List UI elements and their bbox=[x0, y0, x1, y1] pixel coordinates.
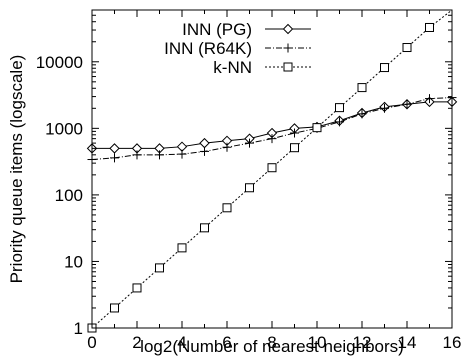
legend-label: k-NN bbox=[213, 58, 252, 77]
square-marker bbox=[380, 63, 389, 73]
square-marker bbox=[245, 183, 254, 193]
x-tick-label: 8 bbox=[267, 333, 276, 352]
y-axis-label: Priority queue items (logscale) bbox=[7, 55, 26, 284]
square-marker bbox=[155, 263, 164, 273]
plus-marker bbox=[357, 109, 367, 119]
x-tick-label: 14 bbox=[398, 333, 417, 352]
x-tick-label: 10 bbox=[308, 333, 327, 352]
plus-marker bbox=[290, 128, 299, 138]
tick-labels-layer: 0 2 4 6 8 10 12 14 16 1 10 100 1000 10000 bbox=[36, 53, 462, 352]
diamond-marker bbox=[109, 143, 120, 154]
square-marker bbox=[132, 283, 142, 293]
x-tick-label: 16 bbox=[443, 333, 462, 352]
x-tick-label: 6 bbox=[222, 333, 231, 352]
plus-marker bbox=[425, 94, 434, 104]
y-tick-label: 1 bbox=[74, 319, 83, 338]
legend-item: k-NN bbox=[213, 58, 311, 77]
legend-item: INN (PG) bbox=[182, 20, 311, 39]
x-tick-label: 4 bbox=[177, 333, 186, 352]
square-marker bbox=[177, 243, 187, 253]
square-marker bbox=[110, 303, 119, 313]
square-marker bbox=[200, 223, 209, 233]
legend-label: INN (PG) bbox=[182, 20, 252, 39]
ticks-layer bbox=[91, 9, 453, 329]
y-tick-label: 1000 bbox=[45, 119, 83, 138]
square-marker bbox=[425, 22, 434, 32]
plus-marker bbox=[380, 103, 389, 113]
legend-label: INN (R64K) bbox=[164, 39, 252, 58]
legend-item: INN (R64K) bbox=[164, 39, 311, 58]
square-marker bbox=[290, 143, 299, 153]
plus-marker bbox=[222, 142, 232, 152]
diamond-marker bbox=[282, 23, 294, 35]
y-tick-label: 10 bbox=[64, 252, 83, 271]
square-marker bbox=[335, 103, 344, 113]
plus-marker bbox=[110, 153, 119, 163]
plus-marker bbox=[402, 99, 412, 109]
square-marker bbox=[283, 62, 293, 72]
plus-marker bbox=[335, 117, 344, 127]
plus-marker bbox=[155, 150, 164, 160]
y-tick-label: 10000 bbox=[36, 53, 83, 72]
square-marker bbox=[312, 123, 322, 133]
series-2 bbox=[87, 9, 453, 333]
x-axis-label: log2(Number of nearest neighbors) bbox=[140, 337, 404, 356]
legend: INN (PG)INN (R64K)k-NN bbox=[164, 20, 311, 77]
plus-marker bbox=[200, 146, 209, 156]
plus-marker bbox=[267, 134, 277, 144]
y-tick-label: 100 bbox=[55, 186, 83, 205]
x-tick-label: 2 bbox=[132, 333, 141, 352]
plus-marker bbox=[245, 138, 254, 148]
x-tick-label: 0 bbox=[87, 333, 96, 352]
square-marker bbox=[357, 83, 367, 93]
square-marker bbox=[267, 163, 277, 173]
square-marker bbox=[402, 43, 412, 53]
x-tick-label: 12 bbox=[353, 333, 372, 352]
square-marker bbox=[222, 203, 232, 213]
plus-marker bbox=[177, 149, 187, 159]
series-layer bbox=[86, 9, 458, 333]
plus-marker bbox=[132, 150, 142, 160]
plus-marker bbox=[283, 43, 293, 53]
